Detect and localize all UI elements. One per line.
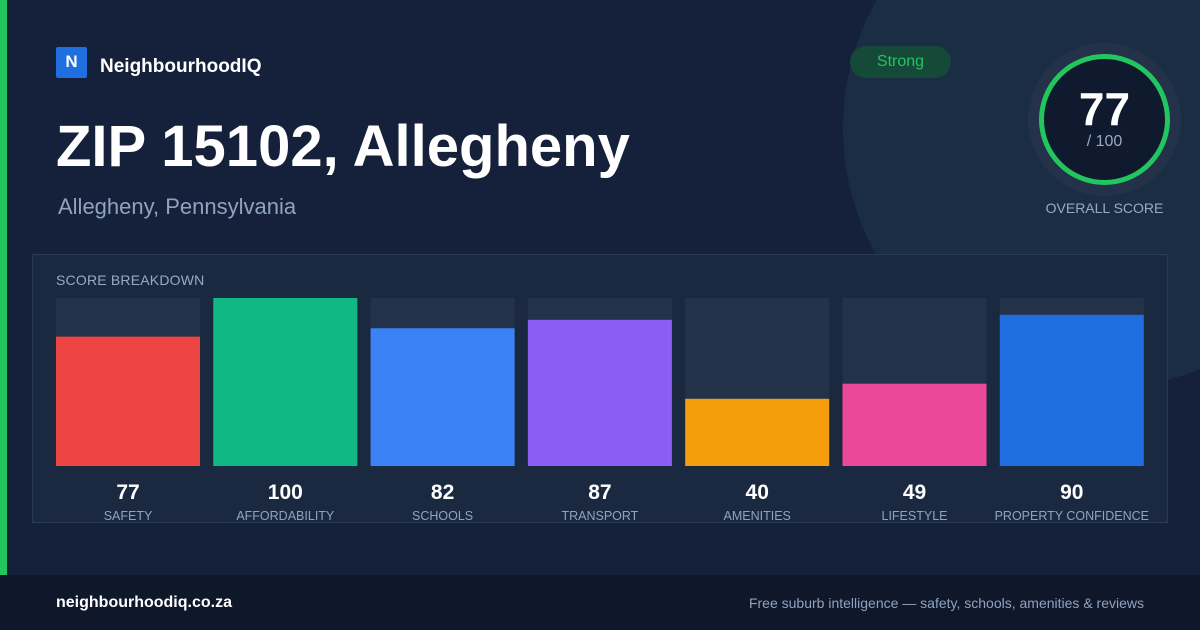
bar-category-label-schools: SCHOOLS <box>412 509 473 523</box>
bar-category-label-lifestyle: LIFESTYLE <box>882 509 948 523</box>
bar-value-label-safety: 77 <box>116 481 139 504</box>
brand-name: NeighbourhoodIQ <box>100 56 262 77</box>
bar-value-label-schools: 82 <box>431 481 454 504</box>
bar-category-label-transport: TRANSPORT <box>561 509 638 523</box>
location-subtitle: Allegheny, Pennsylvania <box>58 194 297 219</box>
score-ring-inner <box>1039 54 1170 185</box>
bar-value-label-affordability: 100 <box>268 481 303 504</box>
bar-category-label-safety: SAFETY <box>104 509 153 523</box>
overall-score-max: / 100 <box>1086 133 1123 150</box>
bar-category-label-affordability: AFFORDABILITY <box>236 509 335 523</box>
bar-value-label-property-confidence: 90 <box>1060 481 1083 504</box>
bar-value-label-amenities: 40 <box>746 481 769 504</box>
bar-affordability <box>213 298 358 466</box>
accent-strip <box>0 0 7 575</box>
bar-value-label-transport: 87 <box>588 481 611 504</box>
status-badge: Strong <box>850 46 951 78</box>
bar-category-label-property-confidence: PROPERTY CONFIDENCE <box>995 509 1149 523</box>
footer-tagline: Free suburb intelligence — safety, schoo… <box>748 595 1144 611</box>
bar-property-confidence <box>999 314 1144 466</box>
page-title: ZIP 15102, Allegheny <box>56 114 630 179</box>
brand-logo-icon: N <box>56 46 87 78</box>
bar-category-label-amenities: AMENITIES <box>724 509 791 523</box>
bar-safety <box>56 336 200 466</box>
score-breakdown-title: SCORE BREAKDOWN <box>56 272 205 288</box>
overall-score-caption: OVERALL SCORE <box>1045 200 1164 216</box>
footer-site-link[interactable]: neighbourhoodiq.co.za <box>56 594 232 611</box>
overall-score-value: 77 <box>1078 83 1131 135</box>
bar-schools <box>370 328 515 466</box>
bar-amenities <box>685 398 830 466</box>
brand[interactable]: N NeighbourhoodIQ <box>56 46 261 78</box>
bar-value-label-lifestyle: 49 <box>903 481 926 504</box>
footer <box>0 575 1200 630</box>
overall-score-ring <box>1028 43 1181 196</box>
bar-lifestyle <box>842 383 987 466</box>
bar-transport <box>527 319 672 466</box>
